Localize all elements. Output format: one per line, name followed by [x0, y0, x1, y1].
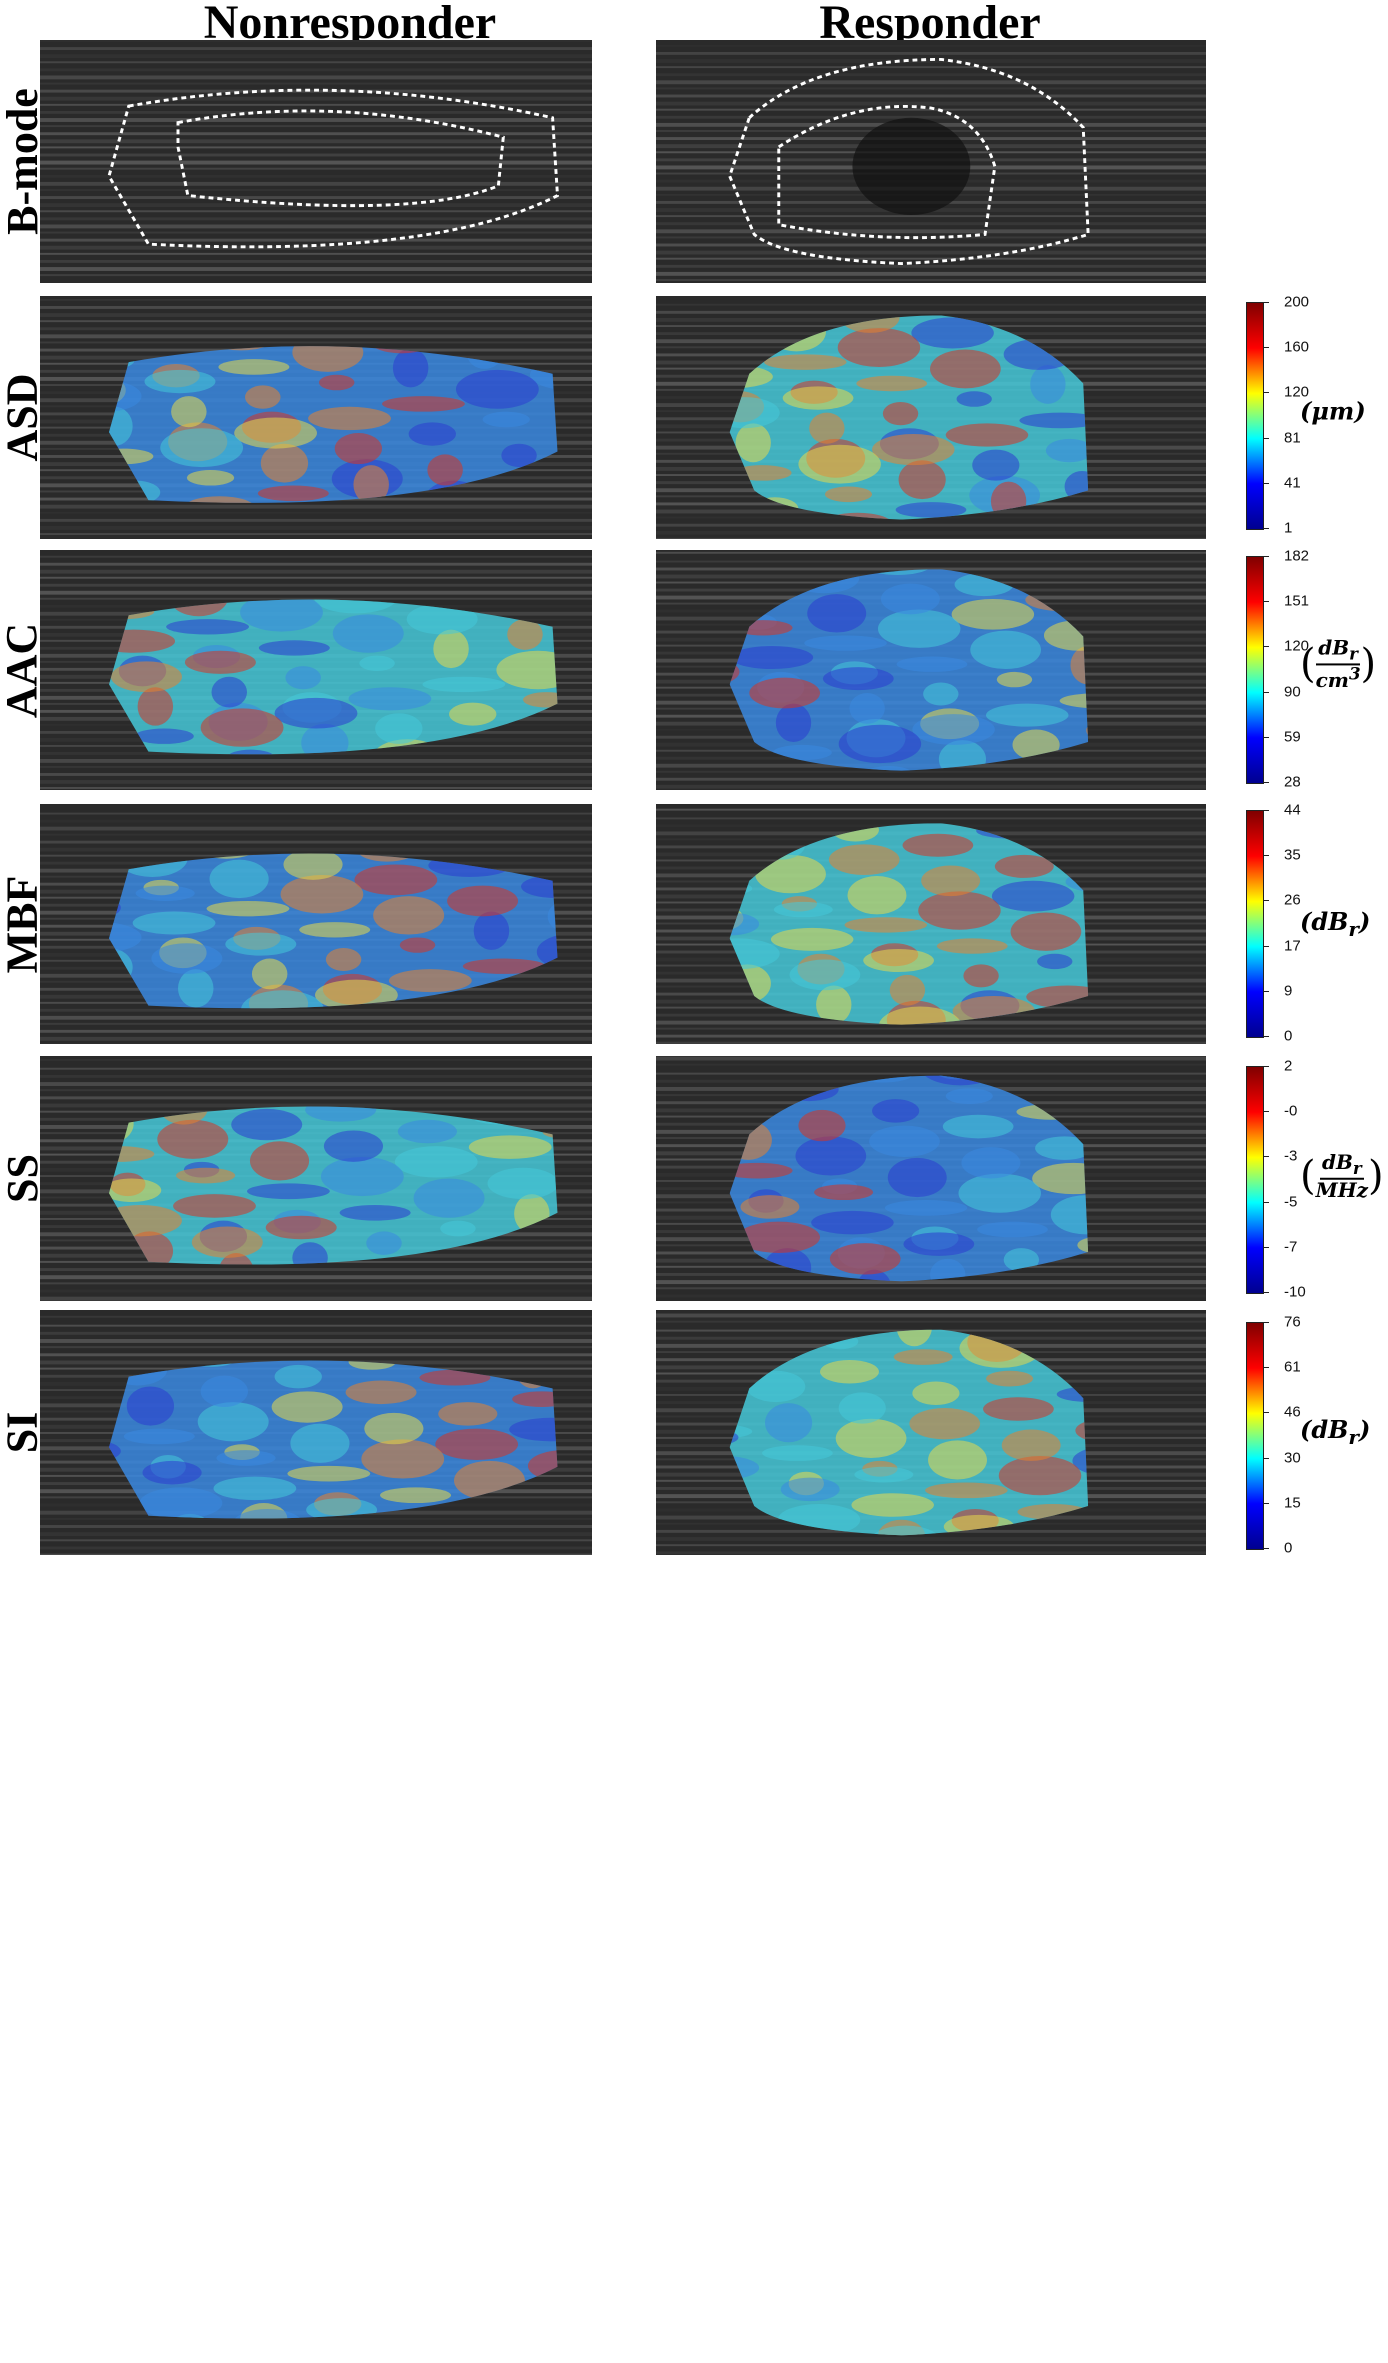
- colorbar-tick-mark: [1263, 1201, 1269, 1203]
- colorbar-tick-mark: [1263, 528, 1269, 529]
- colorbar-mbf: [1246, 810, 1264, 1038]
- ss-responder-image: [656, 1056, 1206, 1301]
- colorbar-tick-label: 9: [1284, 982, 1293, 1000]
- colorbar-tick-label: 15: [1284, 1494, 1301, 1512]
- column-title-responder: Responder: [819, 0, 1041, 49]
- colorbar-tick-mark: [1263, 810, 1269, 811]
- colorbar-tick-label: -5: [1284, 1193, 1298, 1211]
- colorbar-asd: [1246, 302, 1264, 530]
- colorbar-tick-mark: [1263, 855, 1269, 857]
- row-label-bmode: B-mode: [0, 88, 47, 235]
- colorbar-tick-label: 120: [1284, 637, 1310, 655]
- colorbar-tick-label: 17: [1284, 937, 1301, 955]
- colorbar-tick-label: -0: [1284, 1102, 1298, 1120]
- colorbar-tick-mark: [1263, 1412, 1269, 1414]
- colorbar-tick-label: -3: [1284, 1147, 1298, 1165]
- colorbar-aac: [1246, 556, 1264, 784]
- unit-asd: (μm): [1300, 396, 1366, 426]
- row-label-mbf: MBF: [0, 875, 47, 973]
- colorbar-tick-mark: [1263, 1292, 1269, 1293]
- asd-responder-image: [656, 296, 1206, 539]
- colorbar-tick-mark: [1263, 1246, 1269, 1248]
- colorbar-tick-label: -10: [1284, 1283, 1306, 1301]
- colorbar-tick-label: 160: [1284, 338, 1310, 356]
- colorbar-tick-mark: [1263, 900, 1269, 902]
- colorbar-tick-mark: [1263, 1367, 1269, 1369]
- colorbar-tick-label: 59: [1284, 728, 1301, 746]
- colorbar-tick-mark: [1263, 392, 1269, 394]
- colorbar-tick-mark: [1263, 945, 1269, 947]
- colorbar-tick-label: 81: [1284, 429, 1301, 447]
- colorbar-tick-label: 30: [1284, 1449, 1301, 1467]
- colorbar-tick-label: 0: [1284, 1027, 1293, 1045]
- colorbar-si: [1246, 1322, 1264, 1550]
- scale-bar-label: 5 mm: [1066, 2287, 1106, 2304]
- colorbar-tick-label: 90: [1284, 683, 1301, 701]
- unit-ss: (dBr MHz): [1300, 1149, 1384, 1202]
- colorbar-tick-mark: [1263, 1156, 1269, 1158]
- colorbar-tick-label: -7: [1284, 1238, 1298, 1256]
- mbf-nonresponder-image: [40, 804, 592, 1044]
- colorbar-tick-label: 61: [1284, 1358, 1301, 1376]
- aac-responder-image: [656, 550, 1206, 790]
- colorbar-tick-mark: [1263, 1111, 1269, 1113]
- unit-aac: (dBr cm3): [1300, 635, 1377, 692]
- row-label-aac: AAC: [0, 622, 47, 718]
- scale-bar: [1060, 2277, 1122, 2285]
- colorbar-tick-mark: [1263, 691, 1269, 693]
- colorbar-tick-mark: [1263, 782, 1269, 783]
- colorbar-tick-mark: [1263, 990, 1269, 992]
- bmode-responder-image: [656, 40, 1206, 283]
- colorbar-tick-label: 28: [1284, 773, 1301, 791]
- colorbar-tick-label: 151: [1284, 592, 1310, 610]
- unit-si: (dBr): [1300, 1415, 1371, 1449]
- mbf-responder-image: [656, 804, 1206, 1044]
- colorbar-tick-mark: [1263, 736, 1269, 738]
- colorbar-tick-label: 41: [1284, 474, 1301, 492]
- colorbar-tick-mark: [1263, 302, 1269, 303]
- colorbar-tick-label: 120: [1284, 383, 1310, 401]
- colorbar-tick-mark: [1263, 1322, 1269, 1323]
- colorbar-tick-mark: [1263, 1502, 1269, 1504]
- si-nonresponder-image: [40, 1310, 592, 1555]
- colorbar-tick-mark: [1263, 1457, 1269, 1459]
- colorbar-tick-mark: [1263, 1548, 1269, 1549]
- asd-nonresponder-image: [40, 296, 592, 539]
- colorbar-tick-mark: [1263, 347, 1269, 349]
- row-label-ss: SS: [0, 1154, 47, 1203]
- colorbar-tick-mark: [1263, 1066, 1269, 1067]
- colorbar-tick-label: 0: [1284, 1539, 1293, 1557]
- colorbar-tick-label: 46: [1284, 1403, 1301, 1421]
- aac-nonresponder-image: [40, 550, 592, 790]
- row-label-asd: ASD: [0, 373, 47, 462]
- colorbar-tick-mark: [1263, 556, 1269, 557]
- colorbar-tick-label: 26: [1284, 891, 1301, 909]
- colorbar-tick-label: 2: [1284, 1057, 1293, 1075]
- colorbar-tick-label: 182: [1284, 547, 1310, 565]
- unit-mbf: (dBr): [1300, 907, 1371, 941]
- row-label-si: SI: [0, 1411, 47, 1454]
- colorbar-tick-label: 76: [1284, 1313, 1301, 1331]
- colorbar-ss: [1246, 1066, 1264, 1294]
- colorbar-tick-mark: [1263, 437, 1269, 439]
- colorbar-tick-label: 1: [1284, 519, 1293, 537]
- bmode-nonresponder-image: [40, 40, 592, 283]
- colorbar-tick-mark: [1263, 1036, 1269, 1037]
- colorbar-tick-label: 44: [1284, 801, 1301, 819]
- colorbar-tick-mark: [1263, 601, 1269, 603]
- ss-nonresponder-image: [40, 1056, 592, 1301]
- colorbar-tick-label: 35: [1284, 846, 1301, 864]
- colorbar-tick-mark: [1263, 646, 1269, 648]
- si-responder-image: [656, 1310, 1206, 1555]
- colorbar-tick-label: 200: [1284, 293, 1310, 311]
- column-title-nonresponder: Nonresponder: [203, 0, 497, 49]
- colorbar-tick-mark: [1263, 482, 1269, 484]
